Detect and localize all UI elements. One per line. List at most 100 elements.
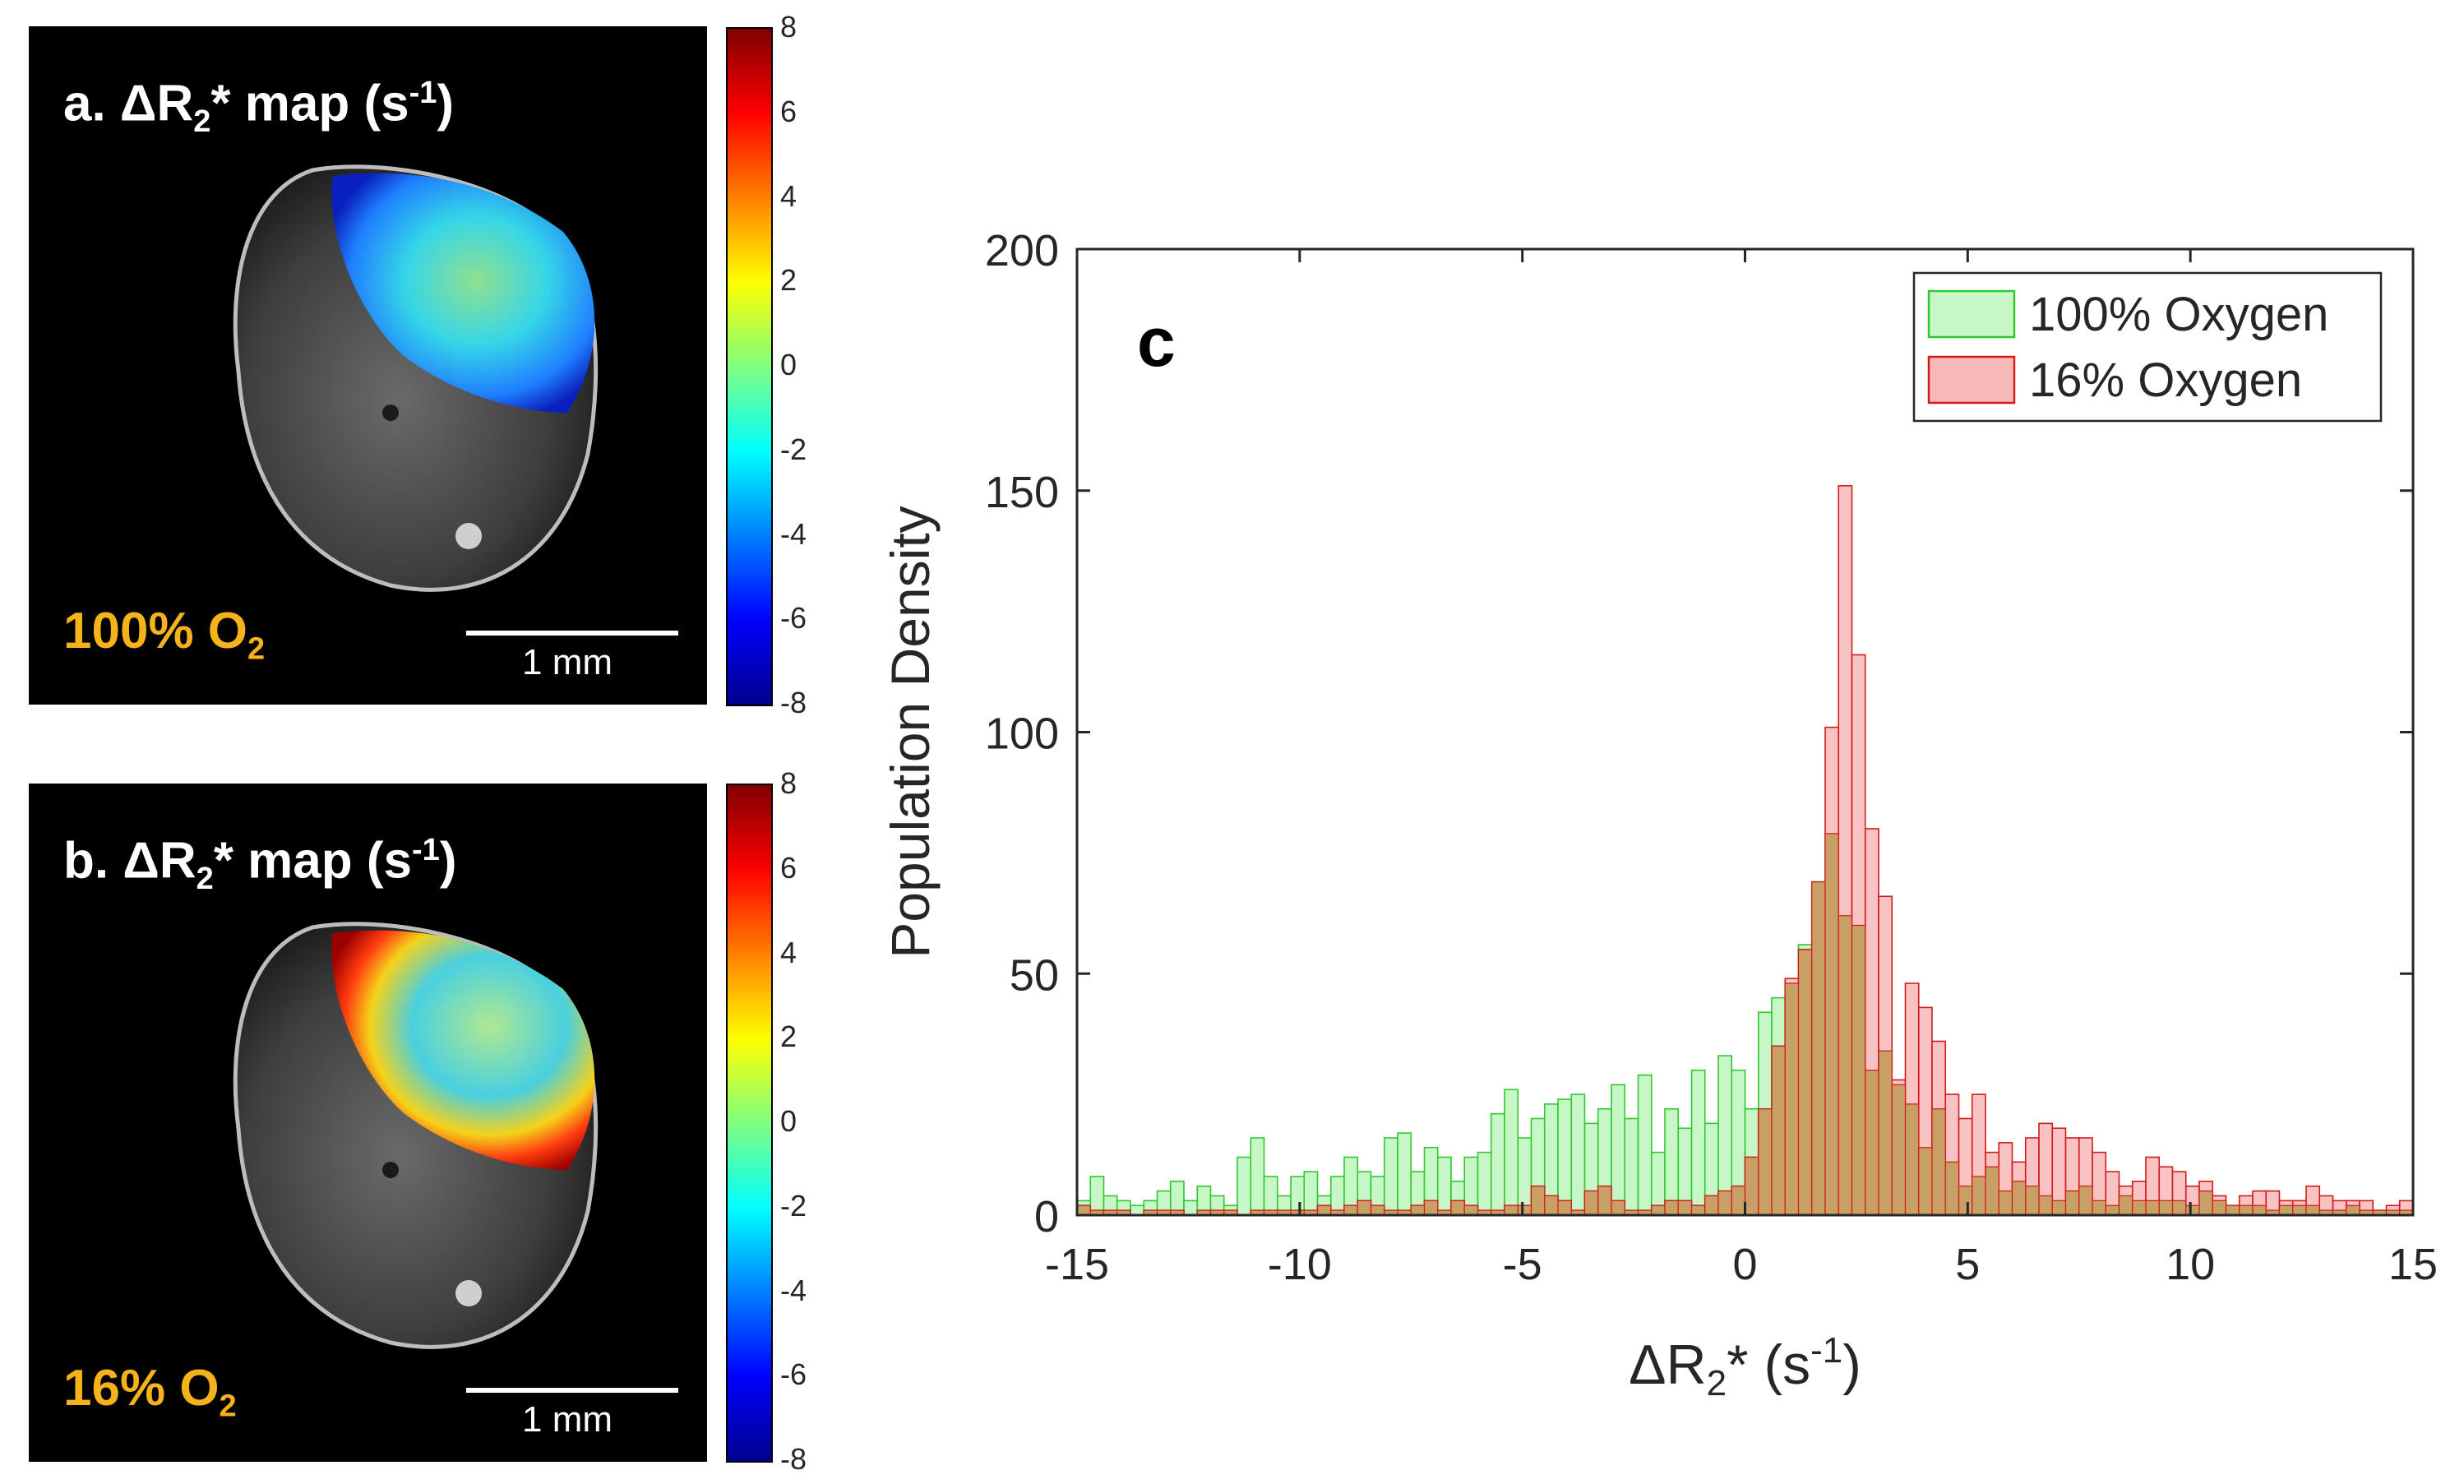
x-tick-label: 0 — [1732, 1240, 1757, 1289]
bar-overlap — [1944, 1161, 1960, 1216]
bar-overlap — [2011, 1181, 2027, 1216]
bar-overlap — [1423, 1200, 1439, 1216]
colorbar-tick-b: 0 — [780, 1104, 797, 1138]
bar-overlap — [2078, 1186, 2093, 1216]
bar-100-oxygen — [1237, 1156, 1252, 1216]
bar-overlap — [2038, 1195, 2053, 1216]
colorbar-tick-a: 4 — [780, 178, 797, 213]
colorbar-tick-a: 8 — [780, 10, 797, 44]
colorbar-tick-a: -8 — [780, 686, 807, 719]
bar-overlap — [1998, 1190, 2013, 1216]
colorbar-tick-b: -6 — [780, 1357, 807, 1392]
mri-image-a — [233, 164, 599, 592]
bar-overlap — [2239, 1204, 2254, 1216]
bar-100-oxygen — [1664, 1107, 1680, 1216]
bar-overlap — [1717, 1190, 1732, 1216]
colorbar-tick-b: 2 — [780, 1019, 797, 1054]
colorbar-tick-b: 6 — [780, 850, 797, 885]
bar-100-oxygen — [1557, 1098, 1573, 1216]
x-tick-label: 5 — [1955, 1240, 1980, 1289]
y-tick-label: 150 — [985, 468, 1059, 517]
bar-overlap — [1851, 924, 1866, 1216]
bar-overlap — [1544, 1195, 1559, 1216]
bar-overlap — [2158, 1200, 2174, 1216]
y-tick-label: 100 — [985, 710, 1059, 759]
legend-label-100-oxygen: 100% Oxygen — [2029, 288, 2328, 341]
bar-overlap — [2185, 1204, 2200, 1216]
oxygen-label-a: 100% O2 — [63, 603, 266, 667]
bar-overlap — [1450, 1200, 1465, 1216]
bar-overlap — [1985, 1166, 1999, 1216]
x-label-sup: -1 — [1810, 1330, 1842, 1371]
bar-100-oxygen — [1130, 1204, 1145, 1216]
scale-bar-label-a: 1 mm — [522, 642, 613, 682]
bar-100-oxygen — [1624, 1117, 1639, 1216]
scale-bar-label-b: 1 mm — [522, 1399, 613, 1440]
bar-100-oxygen — [1504, 1089, 1519, 1216]
bar-overlap — [1583, 1190, 1599, 1216]
x-tick-label: -15 — [1045, 1240, 1109, 1289]
bar-overlap — [2292, 1204, 2307, 1216]
x-label-sub: 2 — [1707, 1363, 1727, 1403]
colorbar-tick-a: -6 — [780, 601, 807, 636]
bar-overlap — [1410, 1204, 1426, 1216]
bar-overlap — [1958, 1186, 1973, 1216]
x-label-end: ) — [1842, 1334, 1861, 1396]
colorbar-tick-a: -2 — [780, 432, 807, 466]
bar-100-oxygen — [1250, 1137, 1265, 1216]
bar-overlap — [1357, 1200, 1372, 1216]
y-tick-label: 0 — [1034, 1192, 1059, 1241]
map-panel-a: a. ΔR2* map (s-1) 100% O2 1 mm — [29, 26, 707, 705]
colorbar-tick-b: -2 — [780, 1188, 807, 1223]
bar-overlap — [1891, 1084, 1907, 1216]
bar-overlap — [1824, 833, 1839, 1216]
bar-100-oxygen — [1329, 1176, 1345, 1216]
bar-overlap — [1517, 1204, 1532, 1216]
bar-overlap — [2171, 1200, 2187, 1216]
colorbar-tick-b: 4 — [780, 935, 797, 969]
bar-overlap — [1530, 1186, 1546, 1216]
bar-overlap — [2305, 1204, 2320, 1216]
bar-overlap — [1504, 1204, 1519, 1216]
bar-overlap — [2118, 1195, 2133, 1216]
x-tick-label: 15 — [2388, 1240, 2438, 1289]
bar-overlap — [1918, 1147, 1933, 1216]
bar-overlap — [1797, 949, 1813, 1216]
panel-label-c: c — [1137, 303, 1176, 381]
bar-overlap — [1784, 982, 1800, 1216]
colorbar-tick-b: 8 — [780, 766, 797, 800]
bar-overlap — [1758, 1108, 1773, 1216]
bar-overlap — [2025, 1186, 2040, 1216]
oxygen-label-b: 16% O2 — [63, 1360, 237, 1424]
bar-100-oxygen — [1637, 1074, 1653, 1216]
map-title-b: b. ΔR2* map (s-1) — [63, 832, 457, 897]
colorbar-b — [726, 784, 773, 1463]
bar-overlap — [1370, 1204, 1385, 1216]
map-panel-b: b. ΔR2* map (s-1) 16% O2 1 mm — [29, 784, 707, 1462]
bar-100-oxygen — [1303, 1171, 1319, 1216]
bar-overlap — [2132, 1200, 2147, 1216]
mri-image-b — [233, 922, 599, 1349]
bar-overlap — [2092, 1200, 2106, 1216]
bar-overlap — [1677, 1200, 1693, 1216]
bar-overlap — [2278, 1204, 2294, 1216]
x-label-mid: * (s — [1727, 1334, 1810, 1396]
bar-overlap — [2225, 1204, 2240, 1216]
y-tick-label: 50 — [1010, 950, 1059, 1000]
bar-overlap — [1865, 1070, 1879, 1216]
legend-label-16-oxygen: 16% Oxygen — [2029, 354, 2302, 407]
x-tick-label: 10 — [2166, 1240, 2215, 1289]
colorbar-tick-b: -4 — [780, 1273, 807, 1307]
y-tick-label: 200 — [985, 226, 1059, 275]
x-tick-label: -5 — [1503, 1240, 1542, 1289]
colorbar-a — [726, 27, 773, 706]
colorbar-tick-b: -8 — [780, 1442, 807, 1476]
bar-100-oxygen — [1517, 1137, 1532, 1216]
bar-overlap — [2252, 1204, 2267, 1216]
bar-100-oxygen — [1397, 1132, 1412, 1216]
bar-100-oxygen — [1183, 1200, 1199, 1216]
bar-100-oxygen — [1477, 1151, 1492, 1216]
bar-overlap — [1597, 1186, 1612, 1216]
scale-bar-b — [466, 1388, 678, 1393]
